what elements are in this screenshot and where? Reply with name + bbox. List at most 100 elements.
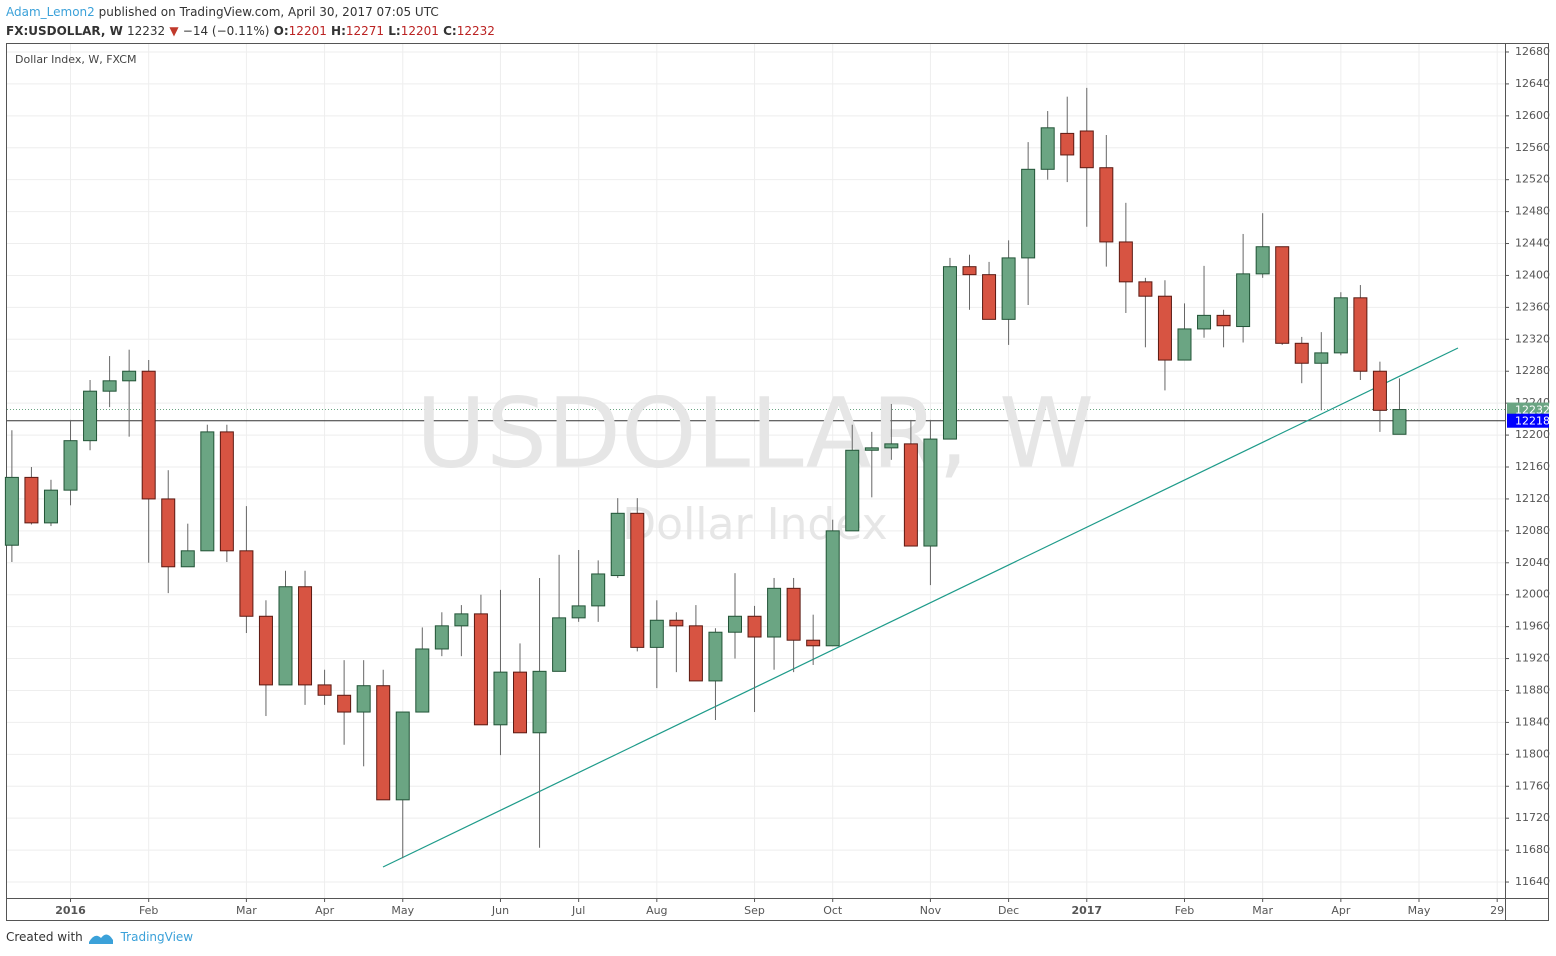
y-tick-label: 11840 — [1515, 715, 1550, 728]
x-tick-label: Jul — [571, 904, 585, 917]
y-tick-label: 12560 — [1515, 141, 1550, 154]
y-tick-label: 11920 — [1515, 652, 1550, 665]
candle-body — [1392, 409, 1407, 435]
author[interactable]: Adam_Lemon2 — [6, 5, 95, 19]
y-tick-label: 11720 — [1515, 811, 1550, 824]
y-tick-label: 12160 — [1515, 460, 1550, 473]
x-tick-label: Aug — [646, 904, 667, 917]
grid — [7, 44, 1509, 902]
candle-body — [1353, 297, 1368, 372]
candle-body — [825, 530, 840, 647]
candle-body — [884, 443, 899, 449]
x-tick-label: Apr — [1331, 904, 1351, 917]
candle-body — [454, 613, 469, 627]
header: Adam_Lemon2 published on TradingView.com… — [6, 3, 495, 41]
candle-body — [1314, 352, 1329, 364]
x-tick-label: Nov — [920, 904, 942, 917]
candle-body — [43, 489, 58, 524]
candle-body — [1177, 328, 1192, 361]
last-price-badge — [1507, 402, 1549, 417]
candle-body — [767, 587, 782, 638]
candle-body — [1079, 130, 1094, 169]
candle-body — [1236, 273, 1251, 328]
logo — [89, 934, 113, 944]
candle-body — [102, 380, 117, 392]
candle-body — [356, 685, 371, 713]
candle-body — [513, 671, 528, 734]
x-tick-label: 2017 — [1071, 904, 1102, 917]
y-tick-label: 12520 — [1515, 173, 1550, 186]
candle-body — [180, 550, 195, 568]
candle-body — [122, 370, 137, 382]
candle-body — [962, 266, 977, 276]
candle-body — [591, 573, 606, 607]
x-tick-label: Jun — [491, 904, 509, 917]
candle-body — [1157, 295, 1172, 361]
candle-body — [63, 440, 78, 491]
o-label: O: — [273, 24, 289, 38]
candle-body — [200, 431, 215, 552]
y-tick-label: 11640 — [1515, 875, 1550, 888]
y-tick-label: 12400 — [1515, 268, 1550, 281]
candle-body — [24, 476, 39, 524]
y-tick-label: 12680 — [1515, 45, 1550, 58]
header-line-1: Adam_Lemon2 published on TradingView.com… — [6, 3, 495, 22]
candle-body — [219, 431, 234, 552]
brand[interactable]: TradingView — [120, 930, 194, 944]
y-tick-label: 12000 — [1515, 588, 1550, 601]
last: 12232 — [127, 24, 166, 38]
y-tick-label: 12600 — [1515, 109, 1550, 122]
h-label: H: — [331, 24, 346, 38]
y-tick-label: 11800 — [1515, 747, 1550, 760]
y-tick-label: 12320 — [1515, 332, 1550, 345]
x-tick-label: May — [1408, 904, 1431, 917]
candle-body — [473, 613, 488, 726]
candle-body — [278, 586, 293, 686]
candle-body — [4, 476, 19, 546]
candle-body — [161, 498, 176, 568]
candle-body — [1001, 257, 1016, 320]
x-tick-label: Feb — [1175, 904, 1194, 917]
y-tick-label: 12480 — [1515, 205, 1550, 218]
candle-body — [532, 670, 547, 734]
candle-body — [786, 587, 801, 641]
candle-body — [239, 550, 254, 617]
watermark-sub: Dollar Index — [622, 499, 887, 550]
hline-badge — [1507, 413, 1549, 428]
candle-body — [630, 512, 645, 648]
x-tick-label: May — [391, 904, 414, 917]
x-tick-label: 2016 — [55, 904, 86, 917]
candle-body — [141, 370, 156, 500]
header-line-2: FX:USDOLLAR, W 12232 ▼ −14 (−0.11%) O:12… — [6, 22, 495, 41]
candle-body — [1118, 241, 1133, 283]
candle-body — [415, 648, 430, 713]
candle-body — [571, 605, 586, 619]
y-tick-label: 12040 — [1515, 556, 1550, 569]
candle-body — [1138, 281, 1153, 297]
x-tick-label: Mar — [236, 904, 257, 917]
candles — [4, 87, 1407, 859]
created: Created with — [6, 930, 83, 944]
candle-body — [610, 512, 625, 577]
candle-body — [1255, 246, 1270, 275]
candle-body — [298, 586, 313, 686]
candle-body — [258, 615, 273, 686]
candle-body — [337, 694, 352, 713]
y-tick-label: 12360 — [1515, 300, 1550, 313]
candle-body — [552, 617, 567, 672]
candle-body — [1294, 342, 1309, 364]
l-label: L: — [388, 24, 401, 38]
candle-body — [1060, 132, 1075, 156]
candle-body — [83, 390, 98, 442]
y-tick-label: 12080 — [1515, 524, 1550, 537]
x-tick-label: Sep — [744, 904, 765, 917]
y-tick-label: 12440 — [1515, 237, 1550, 250]
published: published on TradingView.com, April 30, … — [98, 5, 439, 19]
candle-body — [1099, 167, 1114, 243]
candle-body — [688, 625, 703, 682]
candle-body — [923, 438, 938, 547]
candle-body — [708, 631, 723, 682]
l: 12201 — [400, 24, 439, 38]
